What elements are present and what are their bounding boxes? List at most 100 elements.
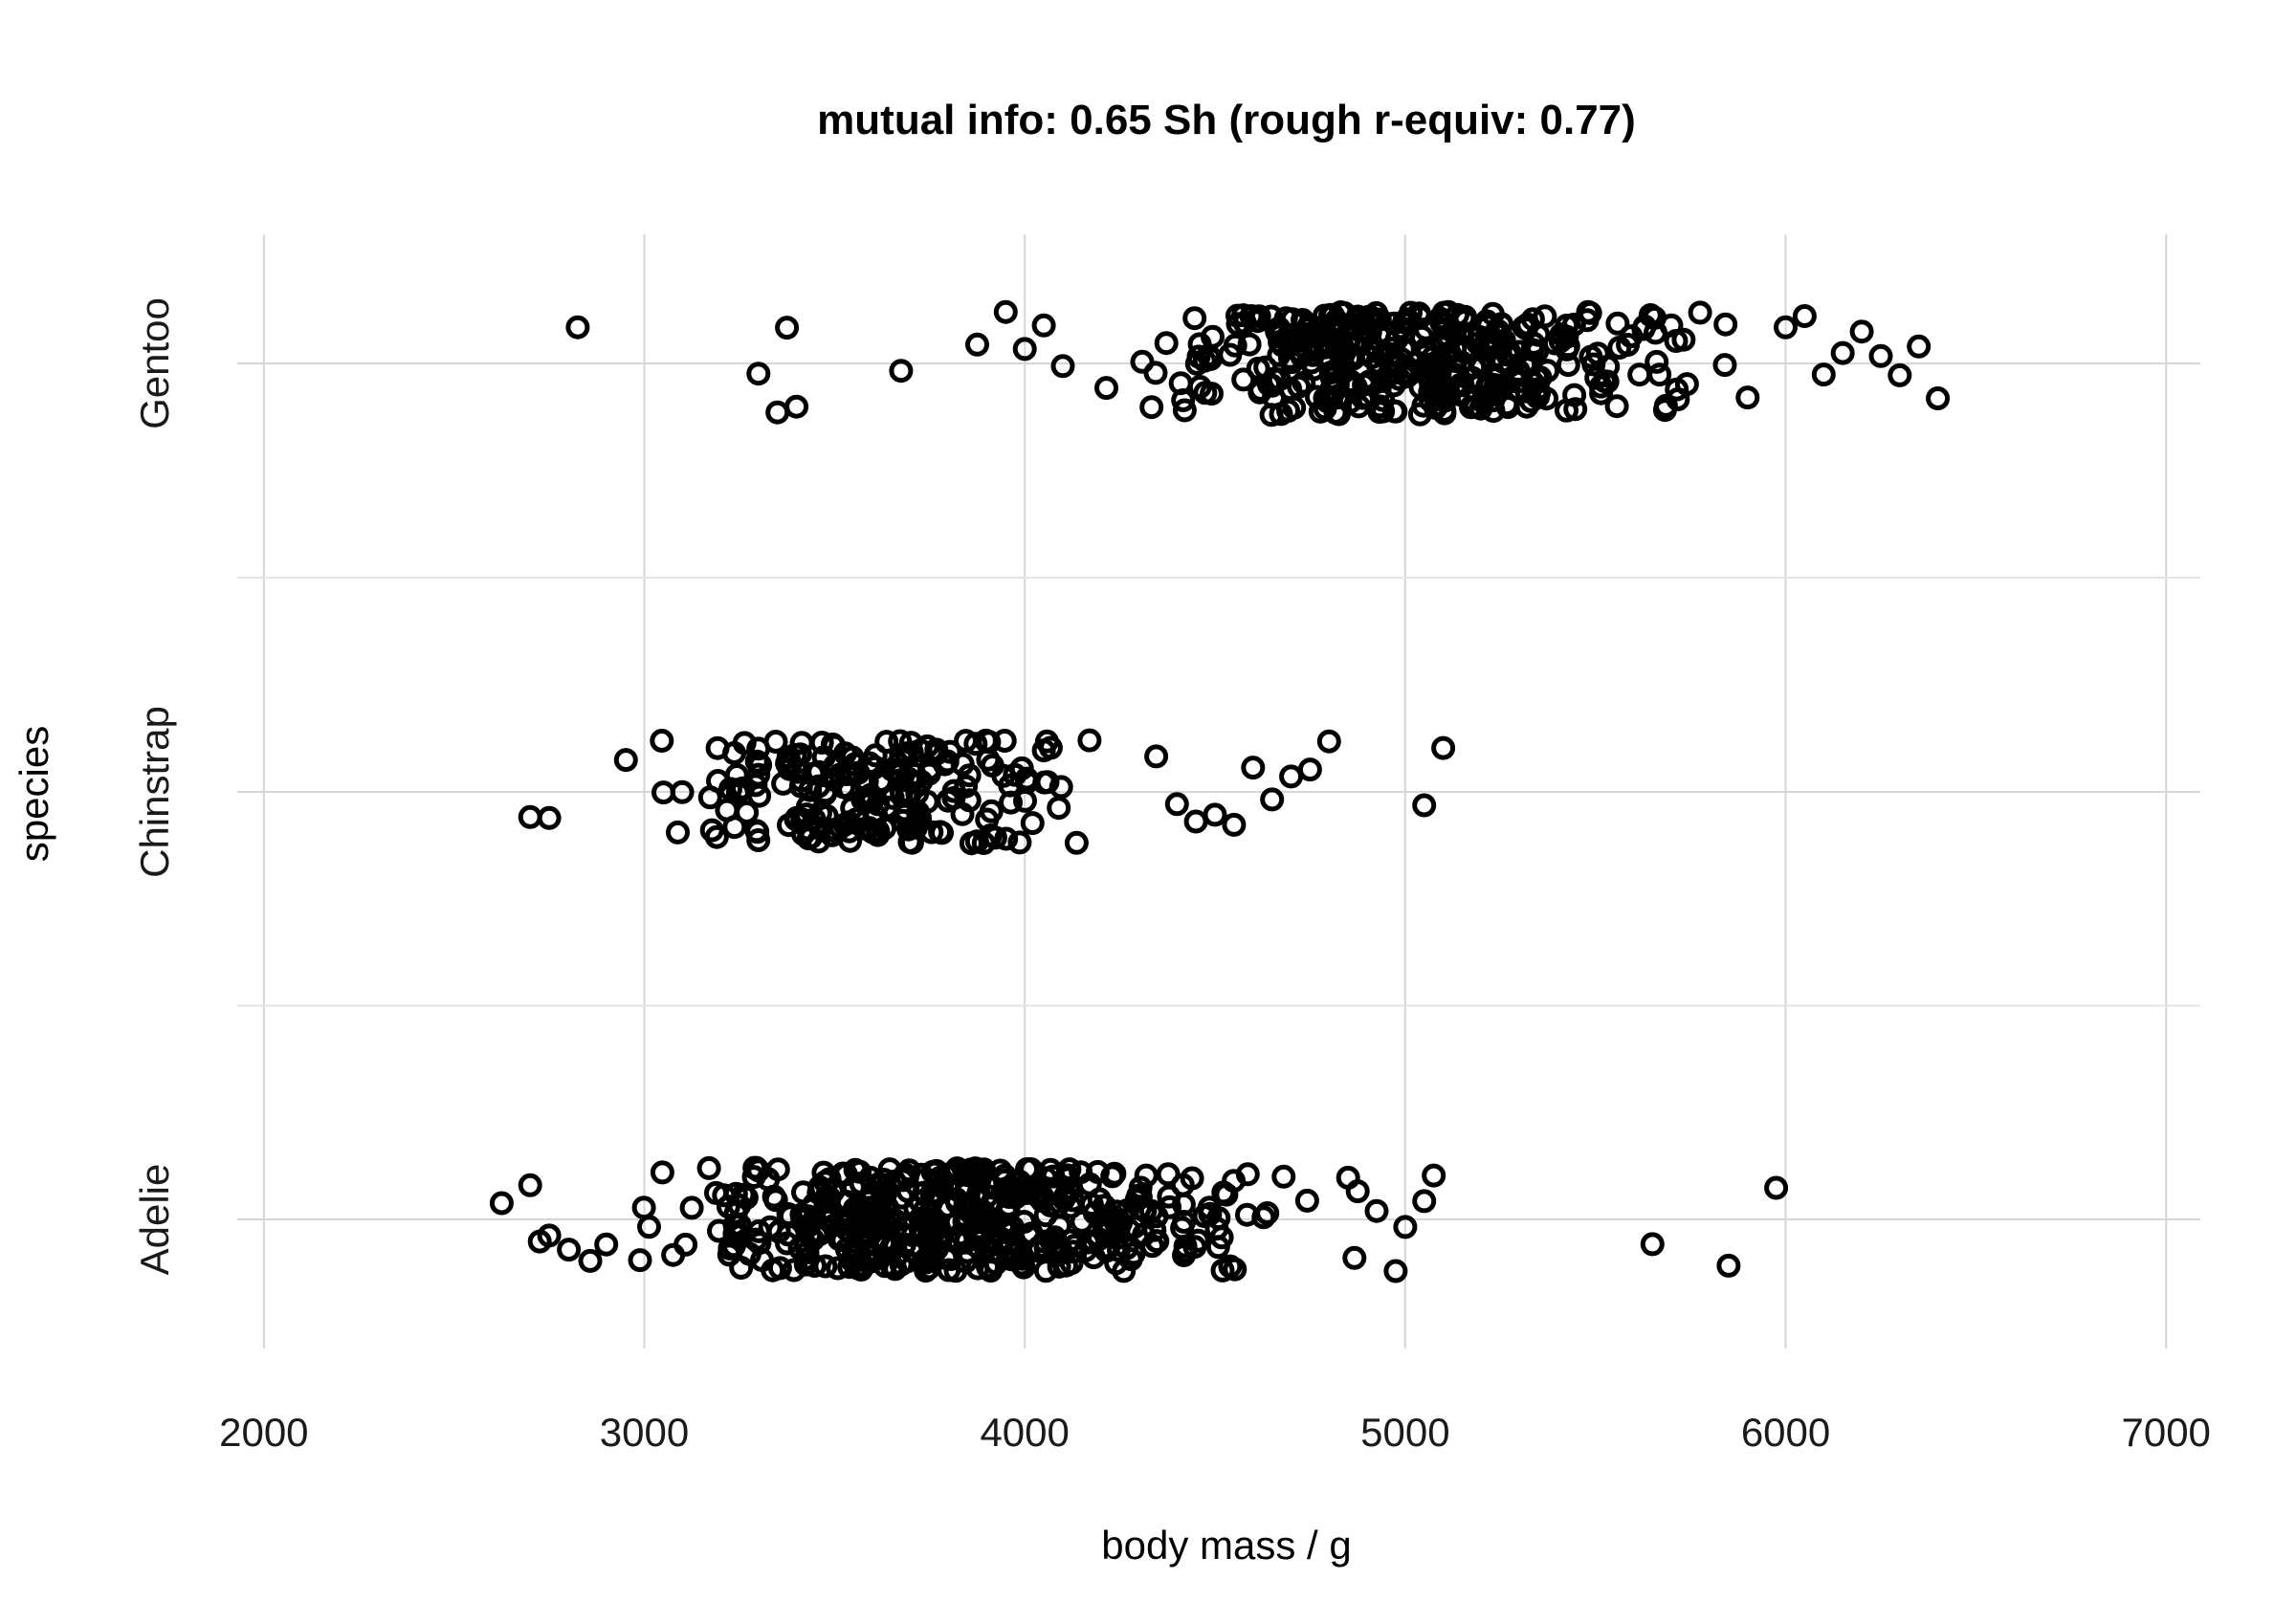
point-adelie-436 bbox=[908, 1189, 933, 1214]
point-chinstrap-207 bbox=[1260, 787, 1285, 812]
point-gentoo-330 bbox=[1638, 303, 1663, 327]
point-adelie-350 bbox=[1043, 1225, 1068, 1250]
point-chinstrap-182 bbox=[916, 757, 941, 781]
point-adelie-324 bbox=[846, 1256, 871, 1281]
point-adelie-440 bbox=[489, 1191, 514, 1216]
point-gentoo-368 bbox=[1604, 394, 1629, 419]
point-adelie-355 bbox=[943, 1259, 968, 1283]
point-chinstrap-132 bbox=[722, 815, 747, 840]
point-adelie-177 bbox=[1211, 1180, 1236, 1205]
point-chinstrap-152 bbox=[863, 743, 888, 768]
x-tick-label-0: 2000 bbox=[219, 1410, 308, 1455]
point-chinstrap-126 bbox=[866, 792, 891, 817]
point-adelie-225 bbox=[1235, 1202, 1259, 1227]
point-chinstrap-69 bbox=[613, 748, 638, 773]
point-gentoo-239 bbox=[1528, 365, 1553, 390]
point-adelie-446 bbox=[1345, 1179, 1370, 1204]
point-adelie-312 bbox=[1058, 1195, 1083, 1219]
point-gentoo-234 bbox=[1495, 395, 1520, 420]
point-gentoo-337 bbox=[1290, 343, 1314, 368]
point-gentoo-352 bbox=[1218, 342, 1243, 367]
point-chinstrap-108 bbox=[744, 749, 769, 774]
point-gentoo-377 bbox=[993, 299, 1018, 324]
point-adelie-314 bbox=[1112, 1259, 1137, 1283]
point-gentoo-342 bbox=[1337, 389, 1362, 414]
point-adelie-304 bbox=[716, 1195, 740, 1219]
point-gentoo-274 bbox=[1411, 393, 1436, 418]
point-gentoo-146 bbox=[1607, 336, 1632, 360]
point-adelie-448 bbox=[1383, 1259, 1408, 1283]
data-points bbox=[489, 299, 1951, 1283]
point-gentoo-374 bbox=[784, 394, 809, 419]
point-chinstrap-206 bbox=[1241, 756, 1266, 780]
point-chinstrap-138 bbox=[941, 779, 966, 803]
point-chinstrap-128 bbox=[746, 828, 771, 852]
point-gentoo-300 bbox=[1449, 350, 1474, 375]
point-chinstrap-188 bbox=[977, 730, 1002, 755]
point-gentoo-386 bbox=[1849, 319, 1874, 344]
point-gentoo-287 bbox=[1605, 311, 1630, 336]
point-adelie-415 bbox=[1012, 1210, 1036, 1234]
point-adelie-438 bbox=[1053, 1183, 1078, 1208]
point-adelie-426 bbox=[756, 1167, 781, 1192]
point-adelie-373 bbox=[877, 1207, 902, 1231]
point-adelie-406 bbox=[797, 1213, 822, 1238]
point-adelie-179 bbox=[1128, 1175, 1153, 1200]
point-adelie-412 bbox=[916, 1256, 941, 1281]
point-chinstrap-135 bbox=[651, 780, 675, 805]
point-gentoo-284 bbox=[1417, 353, 1442, 378]
point-gentoo-375 bbox=[889, 359, 914, 384]
point-gentoo-201 bbox=[1563, 397, 1588, 422]
point-gentoo-328 bbox=[1450, 373, 1475, 398]
point-chinstrap-107 bbox=[1064, 830, 1089, 855]
point-chinstrap-60 bbox=[697, 785, 722, 810]
point-adelie-434 bbox=[1021, 1175, 1046, 1200]
point-gentoo-54 bbox=[1562, 383, 1587, 407]
point-gentoo-381 bbox=[1735, 385, 1760, 410]
x-tick-label-4: 6000 bbox=[1741, 1410, 1830, 1455]
x-tick-label-1: 3000 bbox=[600, 1410, 689, 1455]
point-gentoo-341 bbox=[1225, 303, 1249, 328]
point-adelie-398 bbox=[1103, 1210, 1128, 1235]
point-chinstrap-191 bbox=[992, 729, 1017, 753]
point-adelie-340 bbox=[707, 1218, 731, 1243]
point-adelie-449 bbox=[1393, 1215, 1418, 1239]
point-adelie-416 bbox=[954, 1229, 979, 1254]
point-adelie-354 bbox=[747, 1231, 772, 1256]
y-axis-label: species bbox=[11, 726, 56, 862]
point-adelie-358 bbox=[637, 1215, 661, 1239]
point-gentoo-361 bbox=[1310, 315, 1335, 340]
point-adelie-425 bbox=[1128, 1185, 1153, 1210]
point-adelie-439 bbox=[1180, 1166, 1204, 1191]
point-chinstrap-66 bbox=[718, 777, 742, 801]
point-adelie-167 bbox=[1342, 1245, 1367, 1270]
point-chinstrap-181 bbox=[954, 774, 979, 799]
chart-title: mutual info: 0.65 Sh (rough r-equiv: 0.7… bbox=[817, 97, 1636, 143]
y-axis-ticks: Adelie Chinstrap Gentoo bbox=[132, 297, 177, 1275]
point-gentoo-305 bbox=[1399, 300, 1423, 325]
point-adelie-284 bbox=[893, 1162, 917, 1187]
point-gentoo-345 bbox=[1484, 373, 1509, 398]
point-chinstrap-122 bbox=[950, 752, 975, 777]
x-tick-label-2: 4000 bbox=[980, 1410, 1069, 1455]
point-gentoo-202 bbox=[1231, 367, 1256, 392]
point-adelie-380 bbox=[628, 1248, 652, 1273]
x-tick-label-5: 7000 bbox=[2121, 1410, 2210, 1455]
point-adelie-418 bbox=[1073, 1238, 1098, 1262]
point-adelie-300 bbox=[578, 1248, 603, 1273]
x-axis-ticks: 2000 3000 4000 5000 6000 7000 bbox=[219, 1410, 2211, 1455]
point-gentoo-101 bbox=[1556, 353, 1580, 378]
point-chinstrap-29 bbox=[735, 801, 760, 824]
point-chinstrap-155 bbox=[879, 757, 904, 782]
x-axis-label: body mass / g bbox=[1101, 1523, 1351, 1568]
point-adelie-443 bbox=[537, 1223, 562, 1248]
point-chinstrap-165 bbox=[938, 739, 962, 764]
y-tick-label-gentoo: Gentoo bbox=[132, 297, 177, 429]
point-adelie-351 bbox=[758, 1215, 783, 1239]
point-adelie-452 bbox=[1640, 1232, 1665, 1257]
point-gentoo-149 bbox=[1200, 382, 1224, 406]
point-adelie-382 bbox=[994, 1219, 1019, 1244]
point-adelie-204 bbox=[1134, 1163, 1159, 1188]
point-adelie-326 bbox=[1209, 1225, 1234, 1250]
point-gentoo-195 bbox=[1459, 395, 1483, 420]
